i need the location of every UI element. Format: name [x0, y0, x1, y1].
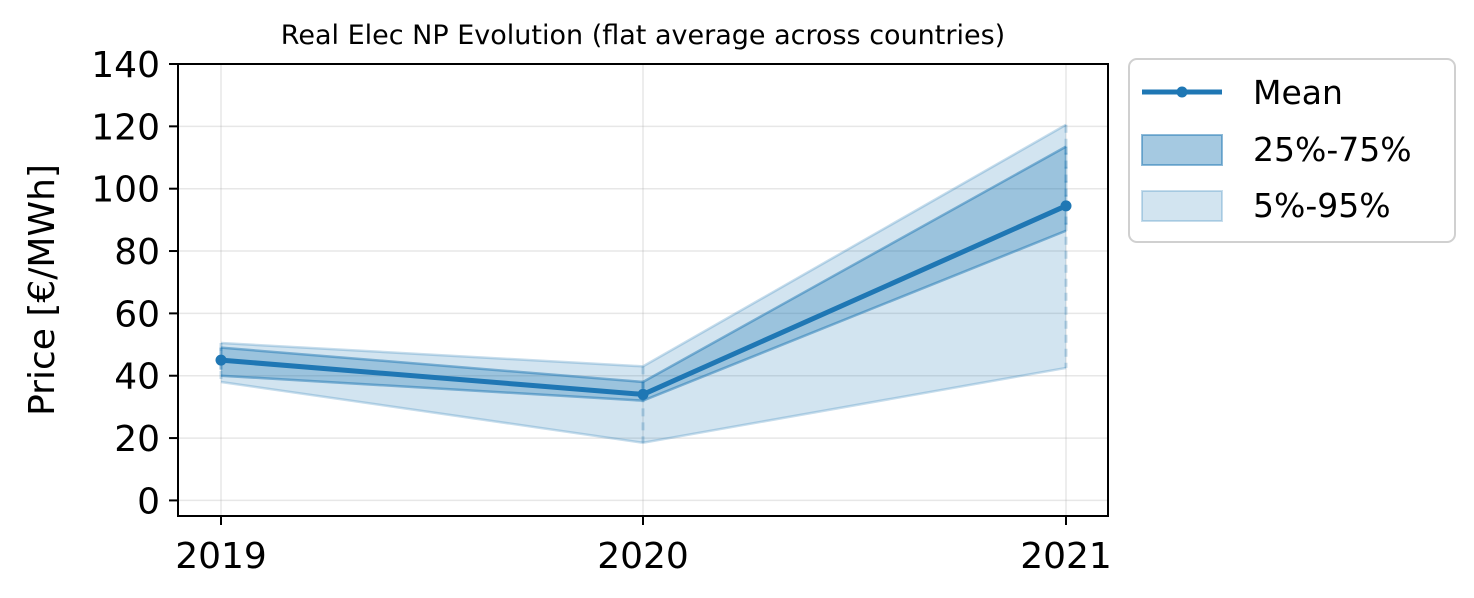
y-tick-label: 140: [91, 45, 160, 86]
legend-label-25-75: 25%-75%: [1253, 130, 1412, 169]
y-axis: 0 20 40 60 80 100 120 140: [91, 45, 178, 522]
mean-point: [215, 354, 227, 366]
band-5-95-upper-edge: [220, 123, 1067, 368]
x-tick-label: 2021: [1020, 536, 1112, 577]
grid: [178, 63, 1108, 516]
legend: Mean 25%-75% 5%-95%: [1128, 58, 1456, 243]
band-5-95-fill: [221, 124, 1066, 443]
mean-series: [215, 200, 1072, 400]
chart-title: Real Elec NP Evolution (flat average acr…: [281, 20, 1005, 51]
y-tick-label: 40: [114, 357, 160, 398]
y-tick-label: 80: [114, 232, 160, 273]
y-tick-label: 20: [114, 419, 160, 460]
band-5-95-lower-edge: [220, 366, 1067, 445]
legend-swatch-mean-marker: [1176, 86, 1188, 98]
band-25-75-fill: [221, 146, 1066, 401]
y-tick-label: 0: [137, 481, 160, 522]
mean-point: [1060, 200, 1072, 212]
y-tick-label: 60: [114, 294, 160, 335]
y-tick-label: 100: [91, 170, 160, 211]
legend-swatch-5-95: [1141, 190, 1223, 222]
legend-label-mean: Mean: [1253, 73, 1343, 112]
legend-label-5-95: 5%-95%: [1253, 186, 1391, 225]
legend-frame: [1128, 58, 1456, 243]
y-tick-label: 120: [91, 107, 160, 148]
x-axis: 2019 2020 2021: [175, 516, 1112, 577]
x-tick-label: 2019: [175, 536, 267, 577]
legend-swatch-25-75: [1141, 134, 1223, 166]
band-outer: [220, 123, 1067, 445]
y-axis-label: Price [€/MWh]: [22, 164, 63, 416]
mean-point: [637, 388, 649, 400]
x-tick-label: 2020: [597, 536, 689, 577]
